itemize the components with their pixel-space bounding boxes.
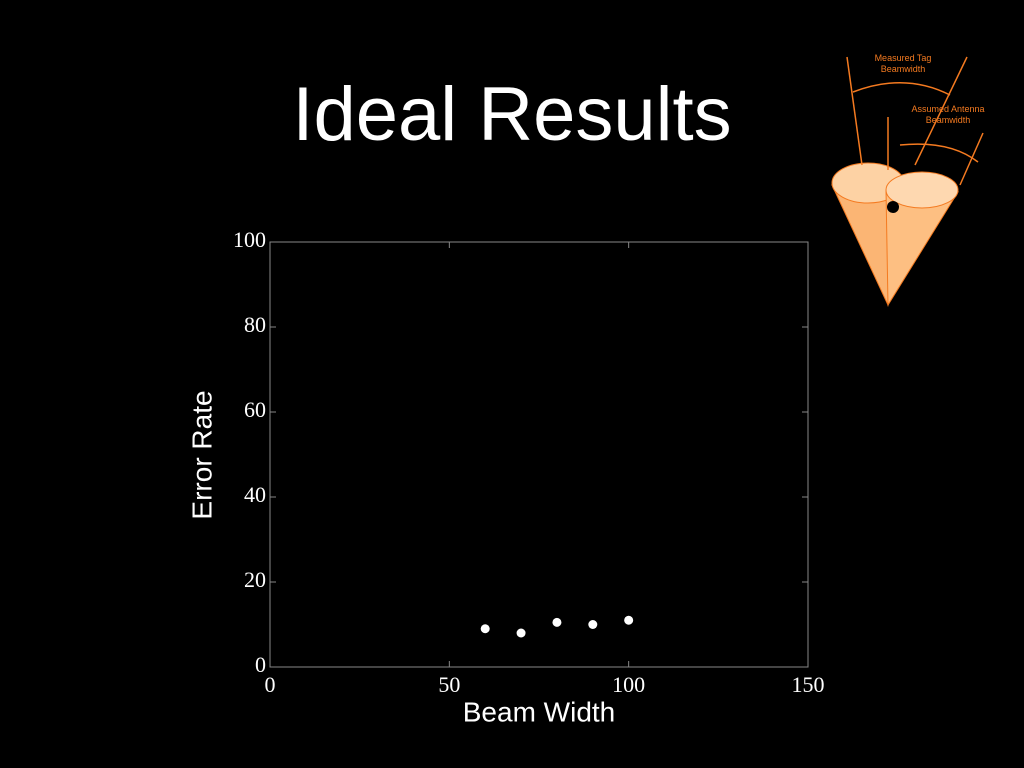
y-tick-label: 100	[233, 227, 266, 252]
y-tick-label: 80	[244, 312, 266, 337]
x-tick-label: 50	[438, 672, 460, 697]
point	[624, 615, 634, 625]
x-tick-label: 150	[792, 672, 825, 697]
y-tick-label: 20	[244, 567, 266, 592]
chart-title: Ideal Results	[292, 72, 731, 157]
point	[552, 617, 562, 627]
x-tick-label: 100	[612, 672, 645, 697]
y-axis-label: Error Rate	[186, 390, 217, 519]
y-tick-label: 60	[244, 397, 266, 422]
point	[516, 628, 526, 638]
x-axis-label: Beam Width	[463, 696, 616, 727]
annotation: Assumed Antenna Beamwidth	[911, 104, 985, 125]
annotation: Measured Tag Beamwidth	[874, 53, 932, 74]
y-tick-label: 40	[244, 482, 266, 507]
y-tick-label: 0	[255, 652, 266, 677]
x-tick-label: 0	[265, 672, 276, 697]
beam-diagram	[831, 56, 984, 307]
plot-frame	[269, 241, 809, 668]
point	[480, 624, 490, 634]
point	[588, 620, 598, 629]
